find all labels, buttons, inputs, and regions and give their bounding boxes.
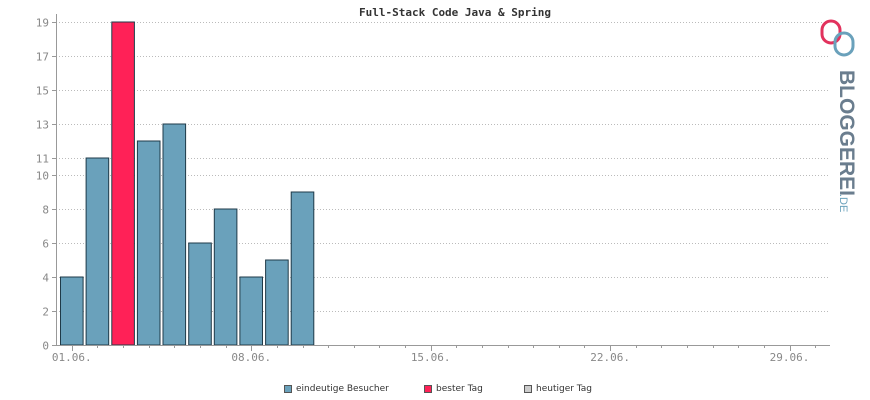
x-axis-ticks: 01.06. 08.06. 15.06. 22.06. 29.06. [52,345,816,364]
legend-label-today: heutiger Tag [536,384,593,394]
legend-item-best-day: bester Tag [424,384,483,394]
bar [239,276,263,346]
y-tick-label: 11 [36,153,49,166]
bars [60,21,315,346]
y-tick-label: 13 [36,119,49,132]
x-tick-label: 08.06. [231,351,271,364]
x-tick-label: 01.06. [52,351,92,364]
bar [162,123,187,346]
bloggerei-logo: BLOGGEREI .DE [812,18,862,218]
bar [85,157,110,346]
legend-item-visitors: eindeutige Besucher [284,384,389,394]
y-tick-label: 4 [42,272,49,285]
chart-title: Full-Stack Code Java & Spring [359,6,551,19]
bar [188,242,212,346]
y-tick-label: 15 [36,85,49,98]
legend-swatch-visitors [284,385,292,393]
y-tick-label: 2 [42,306,49,319]
bar [60,276,84,346]
legend-swatch-best-day [424,385,432,393]
x-tick-label: 22.06. [590,351,630,364]
y-tick-label: 19 [36,17,49,30]
legend-label-best-day: bester Tag [436,384,483,394]
logo-suffix: .DE [837,194,849,212]
bar [265,259,289,346]
x-tick-label: 29.06. [770,351,810,364]
legend-item-today: heutiger Tag [524,384,592,394]
legend: eindeutige Besucher bester Tag heutiger … [0,384,870,398]
y-tick-label: 17 [36,51,49,64]
bar [111,21,135,346]
y-axis-ticks: 0 2 4 6 8 10 11 13 15 17 19 [36,17,56,353]
y-tick-label: 6 [42,238,49,251]
logo-mark-icon [820,19,855,57]
legend-label-visitors: eindeutige Besucher [296,384,389,394]
logo-text: BLOGGEREI [835,70,858,196]
bar [213,208,238,346]
bar [290,191,315,346]
x-tick-label: 15.06. [411,351,451,364]
axes [56,14,830,346]
y-tick-label: 8 [42,204,49,217]
y-tick-label: 10 [36,170,49,183]
legend-swatch-today [524,385,532,393]
y-tick-label: 0 [42,340,49,353]
bar [136,140,161,346]
